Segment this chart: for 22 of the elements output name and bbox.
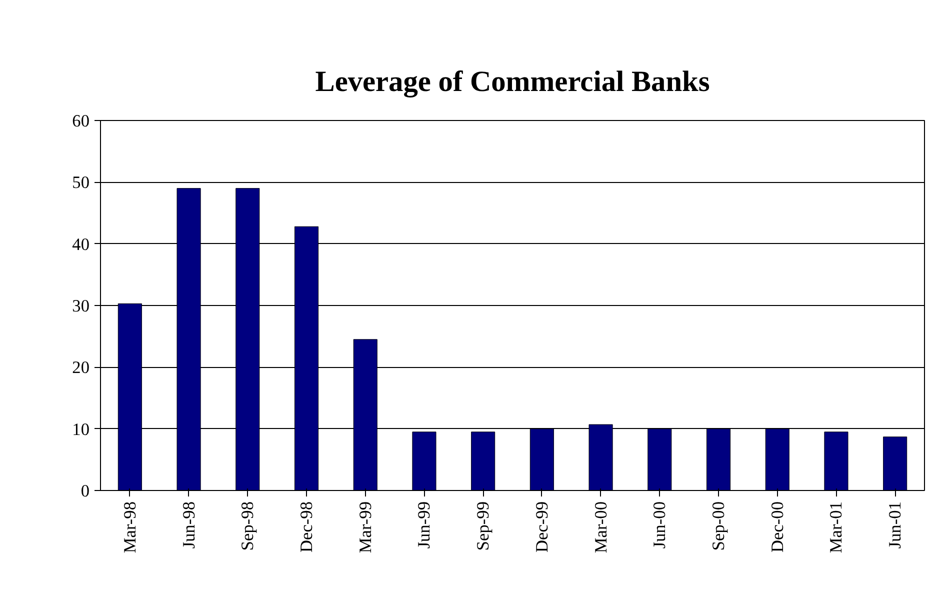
- y-tick-label: 60: [72, 112, 90, 130]
- y-tick-label: 20: [72, 358, 90, 378]
- y-tick-label: 10: [72, 420, 90, 439]
- x-tick-label: Mar-01: [826, 501, 846, 554]
- y-tick-label: 50: [72, 173, 90, 192]
- x-tick-label: Jun-98: [179, 502, 198, 549]
- x-tick-label: Jun-00: [650, 502, 670, 549]
- x-tick-label: Dec-99: [532, 501, 552, 552]
- x-tick-label: Mar-00: [591, 501, 610, 554]
- x-tick-label: Sep-98: [238, 501, 258, 551]
- x-tick-label: Jun-01: [886, 502, 905, 549]
- x-tick-label: Sep-99: [474, 501, 493, 551]
- x-tick-label: Mar-99: [356, 501, 375, 554]
- y-tick-label: 0: [80, 482, 90, 500]
- y-tick-label: 40: [72, 234, 90, 254]
- y-tick-label: 30: [72, 296, 90, 316]
- chart-title: Leverage of Commercial Banks: [315, 66, 710, 98]
- x-tick-label: Dec-00: [768, 501, 787, 552]
- x-tick-label: Sep-00: [709, 501, 728, 551]
- x-tick-label: Dec-98: [297, 501, 316, 552]
- x-tick-label: Jun-99: [414, 502, 434, 549]
- x-tick-label: Mar-98: [120, 501, 140, 554]
